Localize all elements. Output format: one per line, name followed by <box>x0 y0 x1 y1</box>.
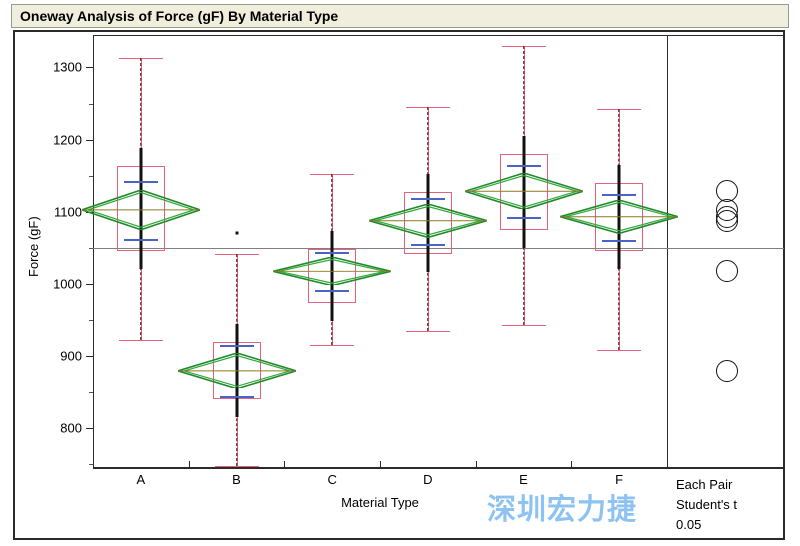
y-tick-mark <box>86 283 93 285</box>
y-minor-tick <box>89 103 93 105</box>
y-tick-label: 1300 <box>53 59 82 75</box>
legend-scope: Each Pair <box>676 477 733 492</box>
mean-diamond-E <box>461 171 586 210</box>
plot-frame <box>93 35 785 468</box>
x-tick-mark <box>475 461 477 468</box>
x-tick-label-B: B <box>232 472 241 487</box>
comparison-panel-divider <box>667 35 668 469</box>
ci-tick-lower-A <box>123 239 158 242</box>
y-tick-label: 1000 <box>53 276 82 292</box>
y-tick-label: 1100 <box>54 204 82 220</box>
data-spine-C <box>330 231 334 322</box>
y-minor-tick <box>89 320 93 322</box>
outlier-point-B <box>235 231 238 235</box>
y-minor-tick <box>89 464 93 466</box>
y-tick-mark <box>86 356 93 358</box>
x-tick-label-D: D <box>423 472 433 487</box>
legend-alpha: 0.05 <box>676 517 702 532</box>
y-tick-label: 900 <box>60 348 82 364</box>
ci-tick-upper-A <box>123 181 158 184</box>
whisker-cap-low-B <box>214 465 259 467</box>
y-tick-mark <box>86 428 93 430</box>
y-minor-tick <box>89 247 93 249</box>
x-tick-label-A: A <box>136 472 146 487</box>
ci-tick-upper-C <box>315 252 350 255</box>
whisker-cap-low-D <box>405 330 450 332</box>
y-minor-tick <box>89 392 93 394</box>
data-spine-A <box>139 148 143 269</box>
x-tick-label-E: E <box>519 472 528 487</box>
plot-frame-right-edge <box>784 35 785 469</box>
grand-mean-line <box>93 247 784 249</box>
x-tick-mark <box>380 461 381 468</box>
data-spine-E <box>522 136 525 248</box>
ci-tick-upper-F <box>602 193 637 196</box>
watermark-text: 深圳宏力捷 <box>487 494 638 526</box>
legend-method: Student's t <box>676 497 738 512</box>
y-tick-mark <box>86 67 93 69</box>
x-tick-mark <box>571 461 573 468</box>
ci-tick-lower-C <box>315 289 350 292</box>
y-tick-mark <box>86 139 93 141</box>
x-axis-rule <box>93 468 784 469</box>
whisker-cap-low-F <box>597 350 642 352</box>
y-tick-label: 1200 <box>53 132 82 148</box>
x-axis-label: Material Type <box>341 495 419 510</box>
page-title: Oneway Analysis of Force (gF) By Materia… <box>20 8 339 24</box>
comparison-circle-5[interactable] <box>715 359 738 382</box>
mean-diamond-B <box>174 351 299 390</box>
comparison-circle-3[interactable] <box>715 210 738 233</box>
ci-tick-upper-E <box>506 164 541 167</box>
x-tick-mark <box>284 461 286 468</box>
y-axis-label: Force (gF) <box>26 216 41 277</box>
y-minor-tick <box>89 175 93 177</box>
mean-diamond-A <box>79 189 203 232</box>
x-tick-mark <box>667 461 668 468</box>
data-spine-D <box>426 174 430 272</box>
report-title-bar[interactable]: Oneway Analysis of Force (gF) By Materia… <box>11 4 789 28</box>
y-tick-label: 800 <box>60 420 82 436</box>
ci-tick-lower-F <box>602 239 637 242</box>
whisker-cap-low-C <box>310 345 355 347</box>
comparison-circle-4[interactable] <box>715 259 738 282</box>
ci-tick-lower-E <box>506 216 541 219</box>
whisker-cap-low-A <box>118 339 163 341</box>
whisker-cap-low-E <box>501 325 546 327</box>
ci-tick-lower-B <box>219 395 254 398</box>
x-tick-mark <box>188 461 190 468</box>
mean-diamond-D <box>365 203 490 239</box>
x-tick-label-C: C <box>327 472 337 487</box>
x-tick-mark <box>93 461 94 468</box>
ci-tick-lower-D <box>410 244 445 247</box>
ci-tick-upper-B <box>219 345 254 348</box>
x-tick-label-F: F <box>615 472 624 487</box>
ci-tick-upper-D <box>410 198 445 201</box>
mean-diamond-C <box>272 255 392 287</box>
mean-diamond-F <box>557 199 682 235</box>
